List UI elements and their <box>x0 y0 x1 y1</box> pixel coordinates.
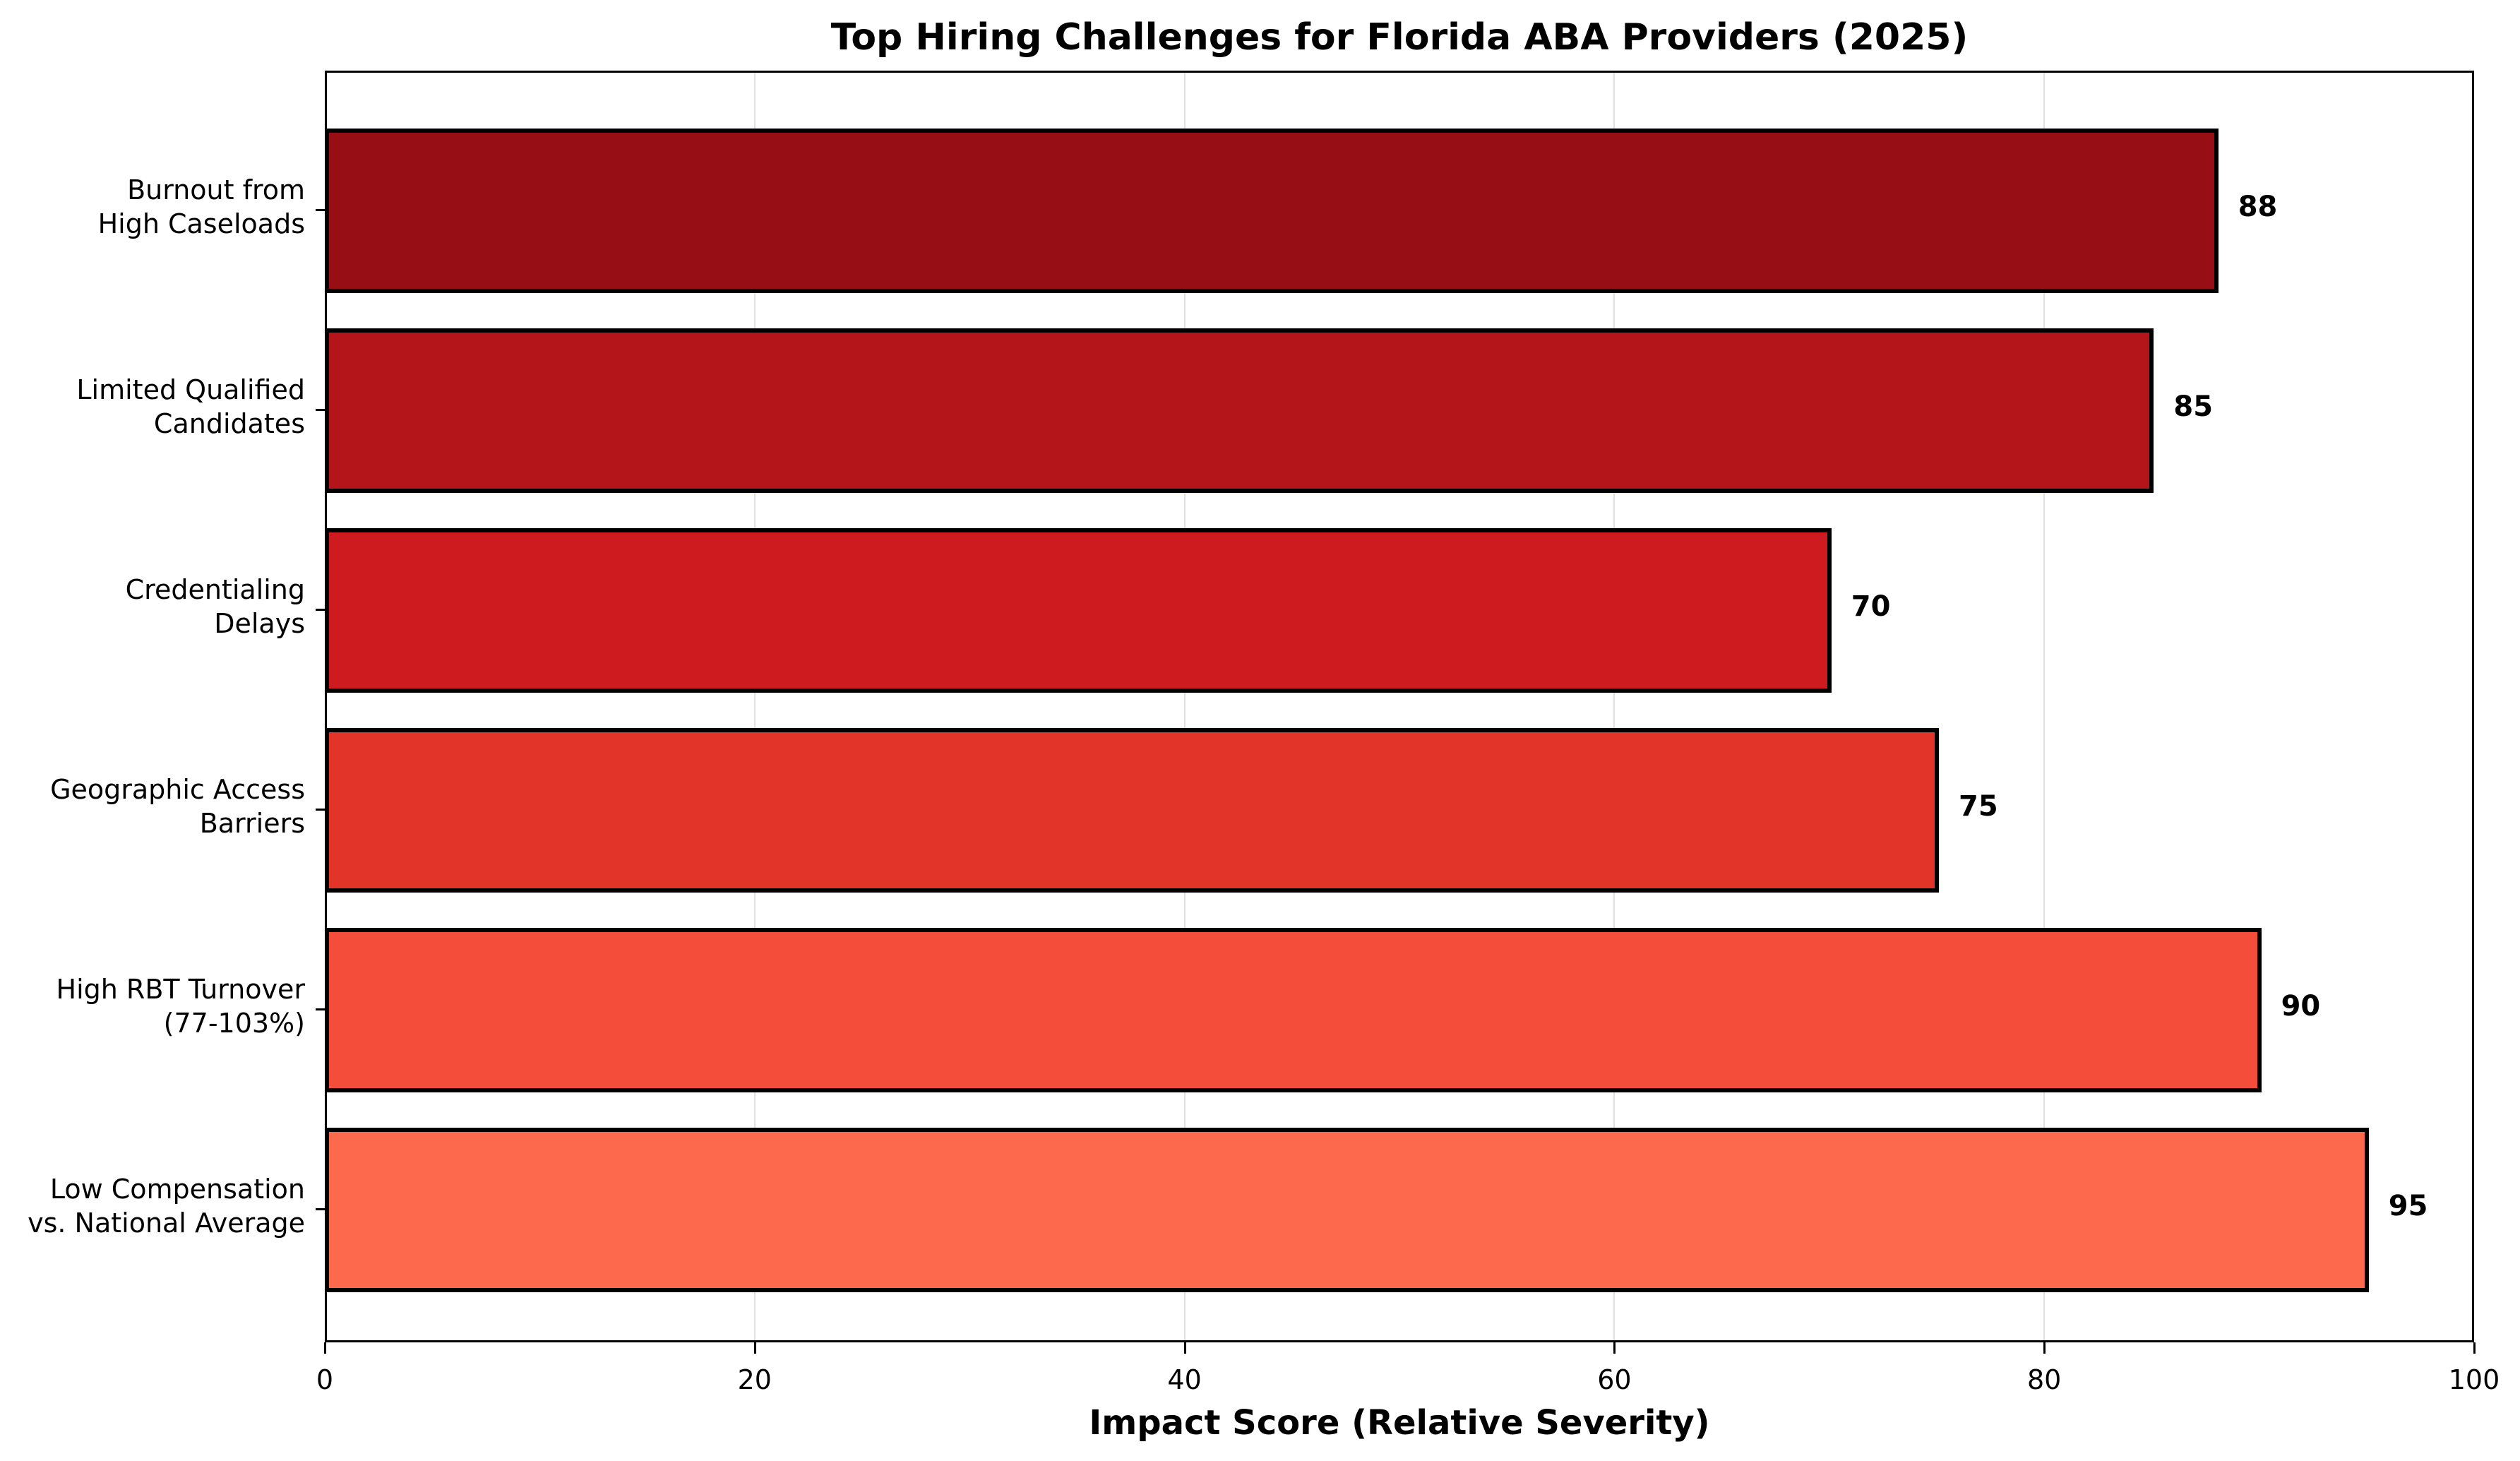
y-tick-label: Geographic Access Barriers <box>50 773 305 839</box>
bar <box>325 528 1832 693</box>
y-tick-label: Credentialing Delays <box>125 573 305 639</box>
chart-title: Top Hiring Challenges for Florida ABA Pr… <box>830 16 1969 59</box>
x-tick <box>324 1342 326 1354</box>
x-tick-label: 40 <box>1167 1364 1202 1395</box>
bar-value-label: 88 <box>2238 190 2278 223</box>
bar-value-label: 75 <box>1959 789 1998 823</box>
grid-line <box>753 73 756 1340</box>
bar <box>325 1128 2369 1292</box>
y-tick <box>316 808 327 811</box>
y-tick-label: Limited Qualified Candidates <box>76 374 305 439</box>
y-tick-label: Burnout from High Caseloads <box>97 174 305 239</box>
bar <box>325 728 1939 893</box>
y-tick-label: High RBT Turnover (77-103%) <box>56 973 305 1039</box>
bar-value-label: 95 <box>2388 1189 2428 1222</box>
grid-line <box>2043 73 2046 1340</box>
x-tick <box>1183 1342 1186 1354</box>
x-tick-label: 20 <box>737 1364 772 1395</box>
x-tick-label: 0 <box>316 1364 334 1395</box>
grid-line <box>1613 73 1616 1340</box>
y-tick <box>316 608 327 611</box>
bar-value-label: 90 <box>2281 989 2321 1022</box>
x-tick-label: 100 <box>2448 1364 2500 1395</box>
y-tick <box>316 1207 327 1210</box>
grid-line <box>1183 73 1186 1340</box>
bar <box>325 129 2219 293</box>
x-tick-label: 80 <box>2027 1364 2062 1395</box>
bar-value-label: 85 <box>2173 390 2214 423</box>
y-tick <box>316 208 327 211</box>
y-tick-label: Low Compensation vs. National Average <box>28 1173 305 1239</box>
x-tick-label: 60 <box>1597 1364 1632 1395</box>
plot-area: 88 85 70 75 90 95 <box>316 71 2476 1354</box>
x-tick <box>2473 1342 2476 1354</box>
x-tick <box>1613 1342 1616 1354</box>
bar <box>325 928 2262 1092</box>
x-tick <box>2043 1342 2046 1354</box>
bar-value-label: 70 <box>1851 590 1891 623</box>
y-tick <box>316 408 327 411</box>
y-tick <box>316 1008 327 1010</box>
x-axis-label: Impact Score (Relative Severity) <box>1089 1403 1710 1443</box>
x-tick <box>753 1342 756 1354</box>
bar <box>325 328 2154 493</box>
